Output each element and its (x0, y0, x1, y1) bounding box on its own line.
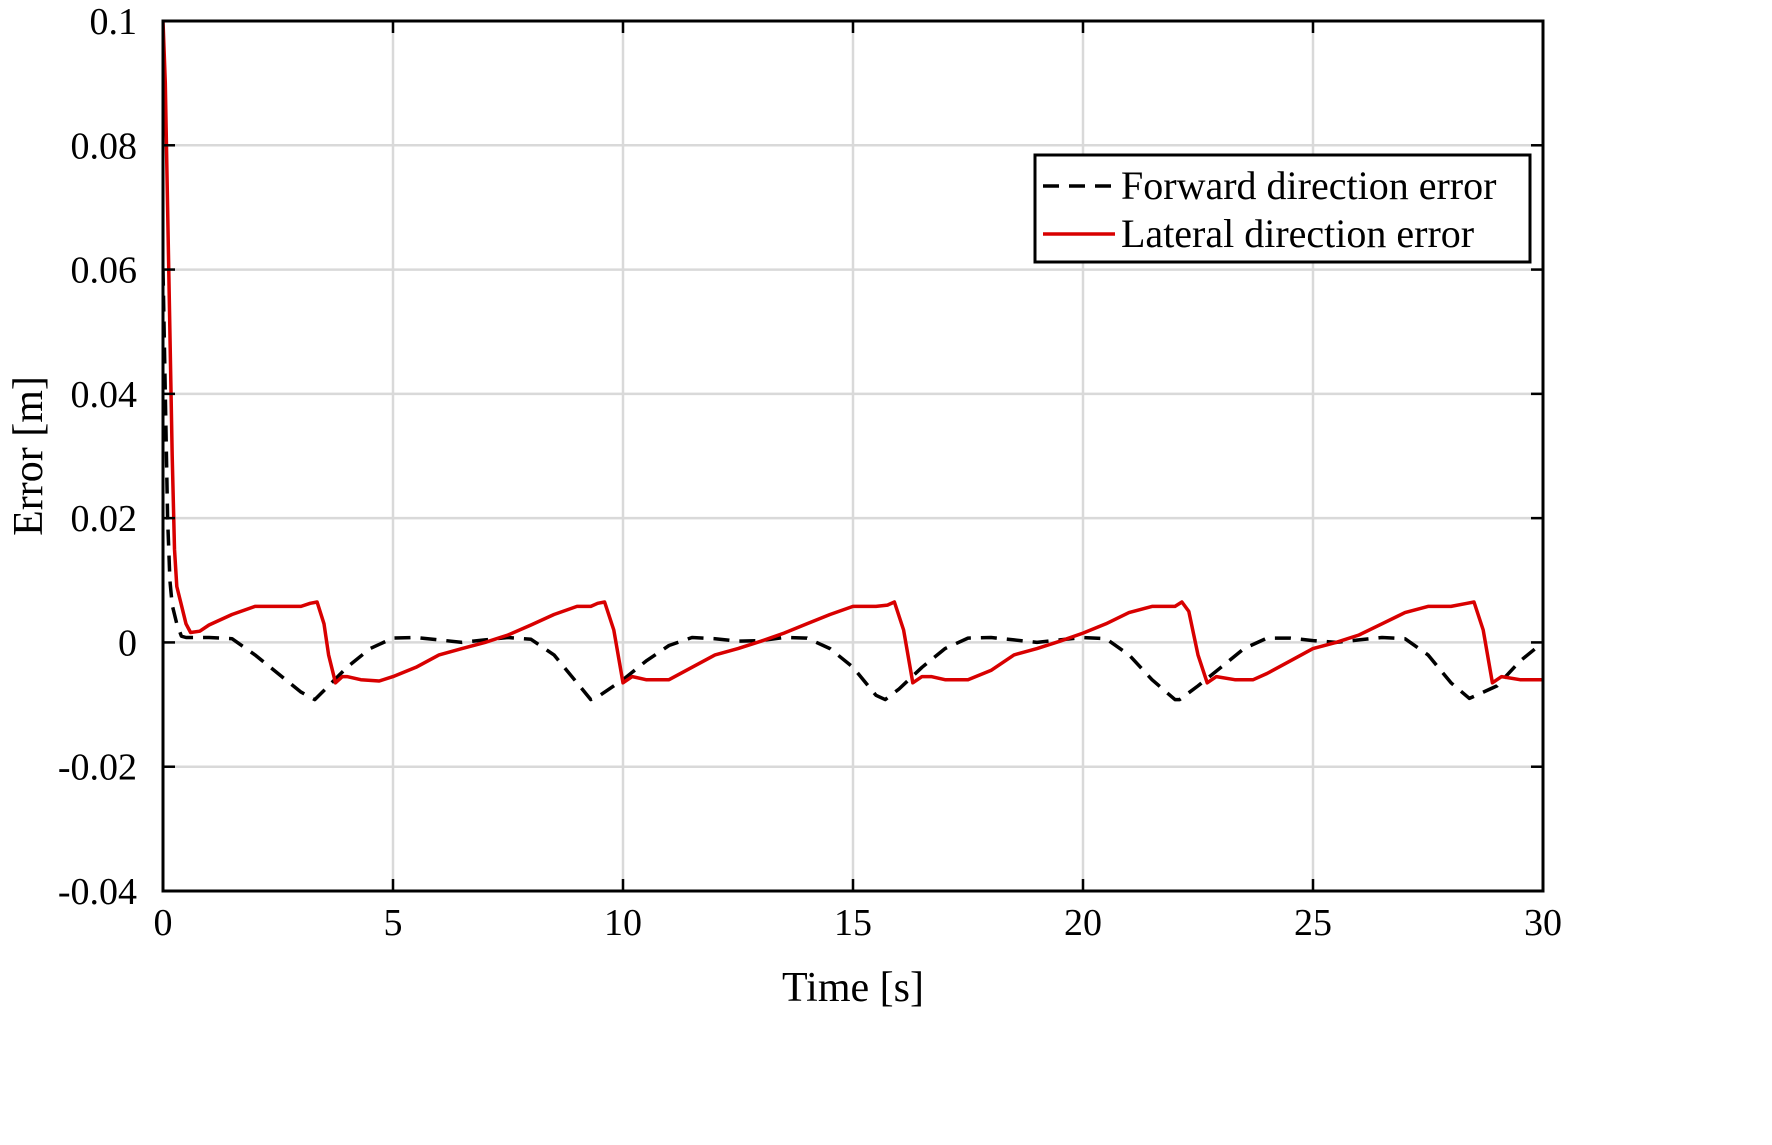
x-axis-title: Time [s] (782, 965, 924, 1011)
legend-label-lateral: Lateral direction error (1121, 211, 1474, 256)
y-tick-label: 0.04 (71, 374, 138, 416)
tick-labels: 0 5 10 15 20 25 30 -0.04 -0.02 0 0.02 0.04 0.06 0.08 0… (58, 1, 1562, 944)
y-tick-label: -0.02 (58, 747, 137, 789)
x-tick-label: 10 (604, 902, 642, 944)
x-tick-label: 5 (384, 902, 403, 944)
x-tick-label: 25 (1294, 902, 1332, 944)
series-line-lateral (163, 21, 1543, 685)
x-tick-label: 20 (1064, 902, 1102, 944)
series-line-forward (163, 269, 1543, 702)
series-layer (163, 21, 1543, 702)
axes (161, 19, 1545, 893)
y-tick-label: 0.08 (71, 125, 138, 167)
y-tick-label: 0.06 (71, 250, 138, 292)
legend: Forward direction error Lateral directio… (1033, 153, 1532, 264)
x-tick-label: 30 (1524, 902, 1562, 944)
x-tick-label: 0 (154, 902, 173, 944)
y-axis-title: Error [m] (6, 376, 52, 536)
y-tick-label: 0 (118, 622, 137, 664)
y-tick-label: -0.04 (58, 871, 137, 913)
y-tick-label: 0.02 (71, 498, 138, 540)
grid (163, 21, 1543, 891)
legend-label-forward: Forward direction error (1121, 163, 1496, 208)
x-tick-label: 15 (834, 902, 872, 944)
y-tick-label: 0.1 (90, 1, 138, 43)
legend-box (1033, 153, 1532, 264)
